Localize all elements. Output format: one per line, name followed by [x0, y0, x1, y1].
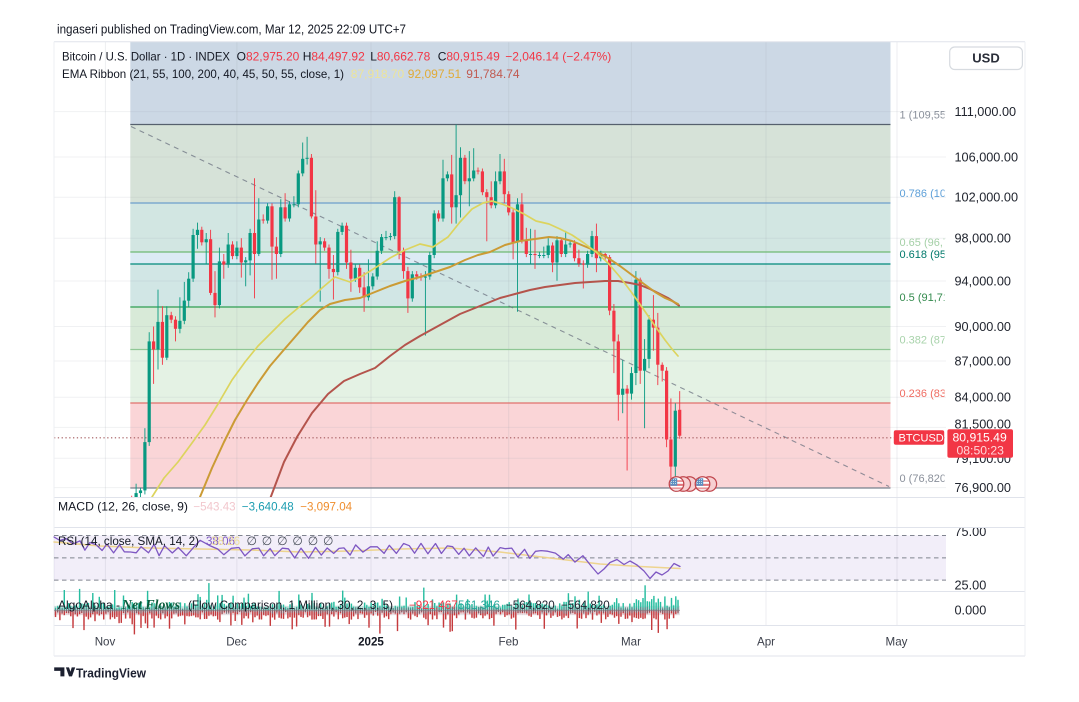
- svg-text:87,000.00: 87,000.00: [955, 354, 1011, 368]
- svg-text:H84,497.92: H84,497.92: [303, 50, 365, 64]
- svg-text:08:50:23: 08:50:23: [957, 444, 1005, 458]
- svg-text:USD: USD: [972, 51, 999, 66]
- svg-text:Dec: Dec: [226, 636, 247, 649]
- svg-text:−543.43: −543.43: [193, 501, 235, 514]
- svg-text:Feb: Feb: [499, 636, 519, 649]
- svg-text:84,000.00: 84,000.00: [955, 391, 1011, 405]
- svg-text:May: May: [886, 636, 908, 649]
- svg-text:0.236 (83,494.24): 0.236 (83,494.24): [900, 388, 987, 400]
- svg-text:91,784.74: 91,784.74: [466, 67, 520, 81]
- svg-text:−2,046.14 (−2.47%): −2,046.14 (−2.47%): [505, 50, 611, 64]
- svg-text:81,500.00: 81,500.00: [955, 417, 1011, 431]
- svg-text:ingaseri published on TradingV: ingaseri published on TradingView.com, M…: [57, 23, 406, 37]
- svg-text:0.382 (87,933.80): 0.382 (87,933.80): [900, 334, 987, 346]
- svg-text:Net Flows: Net Flows: [121, 598, 181, 613]
- svg-text:∅: ∅: [292, 534, 303, 548]
- svg-text:−3,097.04: −3,097.04: [300, 501, 352, 514]
- svg-text:80,915.49: 80,915.49: [953, 431, 1007, 445]
- svg-text:−564,820: −564,820: [506, 599, 555, 612]
- svg-text:RSI (14, close, SMA, 14, 2): RSI (14, close, SMA, 14, 2): [58, 535, 199, 548]
- svg-text:TradingView: TradingView: [76, 665, 146, 680]
- svg-text:−921,467: −921,467: [409, 599, 458, 612]
- svg-text:87,918.70: 87,918.70: [351, 67, 405, 81]
- svg-text:−3,640.48: −3,640.48: [242, 501, 294, 514]
- svg-text:561,346: 561,346: [458, 599, 500, 612]
- svg-text:38.06: 38.06: [206, 535, 235, 548]
- svg-text:EMA Ribbon (21, 55, 100, 200,: EMA Ribbon (21, 55, 100, 200, 40, 45, 50…: [62, 67, 344, 81]
- svg-text:38.26: 38.26: [211, 535, 240, 548]
- svg-text:Mar: Mar: [621, 636, 641, 649]
- svg-text:O82,975.20: O82,975.20: [237, 50, 300, 64]
- svg-text:L80,662.78: L80,662.78: [370, 50, 430, 64]
- svg-text:75.00: 75.00: [955, 525, 987, 539]
- svg-text:0.000: 0.000: [955, 604, 987, 618]
- svg-text:2025: 2025: [358, 636, 384, 649]
- svg-text:0.65 (96,703.91): 0.65 (96,703.91): [900, 237, 981, 249]
- svg-text:0.786 (101,545.83): 0.786 (101,545.83): [900, 188, 993, 200]
- svg-text:∅: ∅: [323, 534, 334, 548]
- svg-text:−564,820: −564,820: [561, 599, 610, 612]
- svg-text:25.00: 25.00: [955, 578, 987, 592]
- svg-text:∅: ∅: [262, 534, 273, 548]
- svg-text:0.618 (95,613.59): 0.618 (95,613.59): [900, 249, 987, 261]
- svg-text:MACD (12, 26, close, 9): MACD (12, 26, close, 9): [58, 501, 188, 514]
- svg-text:102,000.00: 102,000.00: [955, 191, 1019, 205]
- svg-text:∅: ∅: [277, 534, 288, 548]
- svg-text:BTCUSD: BTCUSD: [899, 432, 944, 444]
- svg-text:76,900.00: 76,900.00: [955, 481, 1011, 495]
- svg-text:0 (76,820.00): 0 (76,820.00): [900, 473, 965, 485]
- svg-text:1 (109,554.49): 1 (109,554.49): [900, 109, 972, 121]
- svg-text:∅: ∅: [308, 534, 319, 548]
- svg-text:Bitcoin / U.S. Dollar · 1D · I: Bitcoin / U.S. Dollar · 1D · INDEX: [62, 50, 230, 64]
- svg-text:90,000.00: 90,000.00: [955, 320, 1011, 334]
- svg-text:106,000.00: 106,000.00: [955, 150, 1019, 164]
- svg-text:98,000.00: 98,000.00: [955, 232, 1011, 246]
- svg-text:Apr: Apr: [757, 636, 775, 649]
- svg-text:AlgoAlpha -: AlgoAlpha -: [58, 599, 120, 612]
- svg-text:0.5 (91,718.65): 0.5 (91,718.65): [900, 292, 975, 304]
- svg-text:92,097.51: 92,097.51: [408, 67, 462, 81]
- svg-text:C80,915.49: C80,915.49: [438, 50, 500, 64]
- svg-text:Nov: Nov: [95, 636, 116, 649]
- svg-text:111,000.00: 111,000.00: [955, 105, 1017, 119]
- svg-text:∅: ∅: [247, 534, 258, 548]
- svg-text:94,000.00: 94,000.00: [955, 274, 1011, 288]
- svg-text:(Flow Comparison, 1 Million, 3: (Flow Comparison, 1 Million, 30, 2, 3, 5…: [188, 599, 393, 612]
